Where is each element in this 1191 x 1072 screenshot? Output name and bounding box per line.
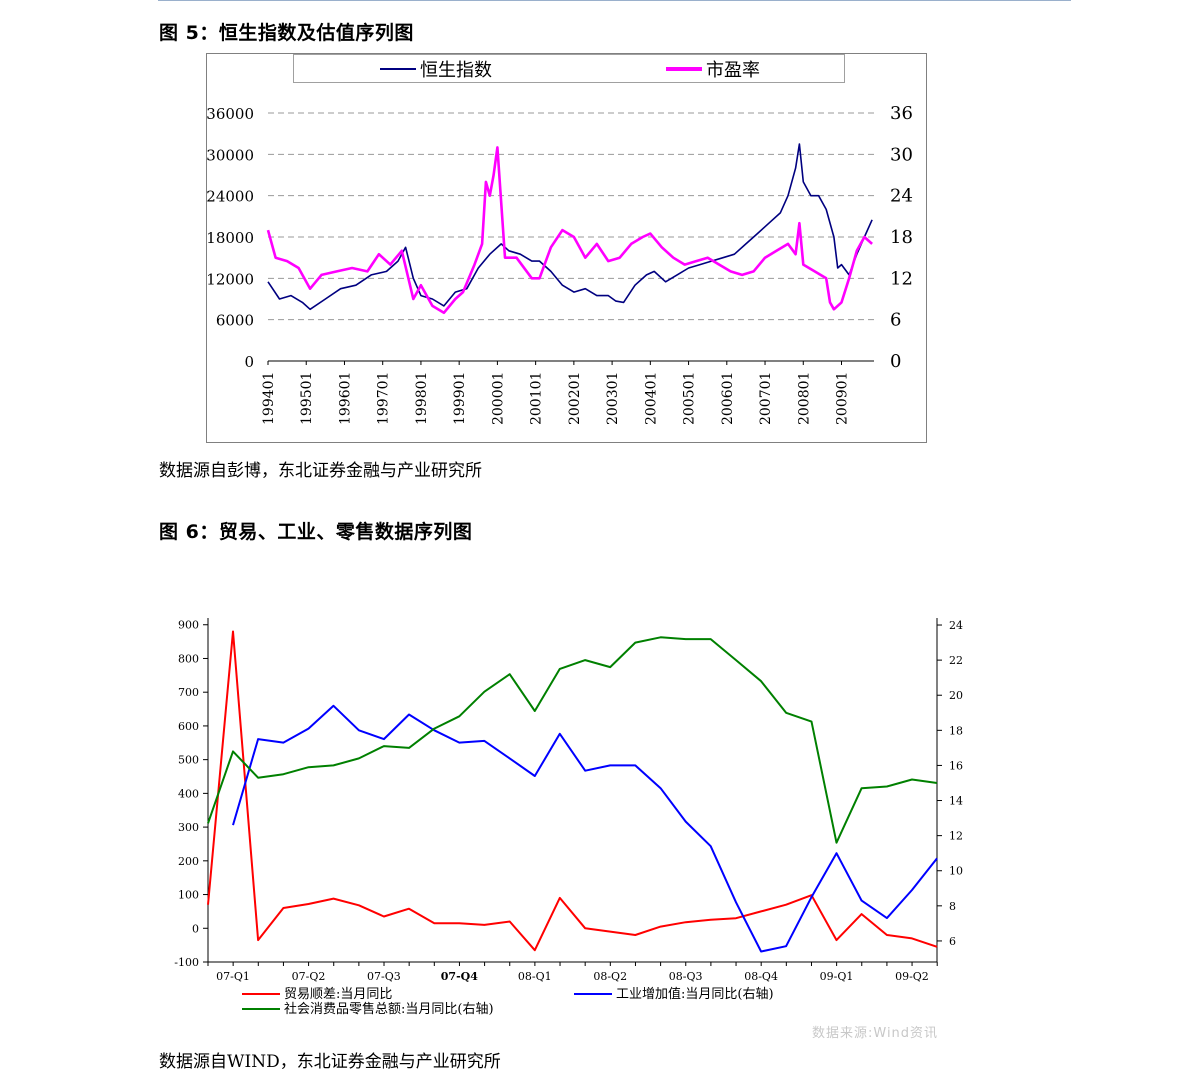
- x-tick-label: 200701: [758, 372, 774, 425]
- top-rule: [158, 0, 1071, 1]
- legend-box: [293, 54, 845, 83]
- y-right-tick-label: 24: [949, 619, 963, 632]
- x-tick-label: 199401: [261, 372, 277, 425]
- x-tick-label: 07-Q3: [367, 970, 401, 983]
- y-left-tick-label: 300: [178, 821, 199, 834]
- series-line-2: [207, 636, 938, 844]
- y-left-tick-label: 36000: [206, 105, 254, 123]
- y-left-tick-label: -100: [174, 956, 199, 969]
- y-left-tick-label: 600: [178, 720, 199, 733]
- x-tick-label: 200001: [490, 372, 506, 425]
- chart-frame: [206, 53, 927, 443]
- x-tick-label: 200801: [796, 372, 812, 425]
- y-right-tick-label: 22: [949, 654, 963, 667]
- x-tick-label: 199601: [337, 372, 353, 425]
- y-left-tick-label: 24000: [206, 188, 254, 206]
- y-left-tick-label: 100: [178, 889, 199, 902]
- x-tick-label: 200301: [605, 372, 621, 425]
- x-tick-label: 199701: [376, 372, 392, 425]
- watermark: 数据来源:Wind资讯: [812, 1026, 939, 1041]
- x-tick-label: 08-Q3: [669, 970, 703, 983]
- figure6-source: 数据源自WIND，东北证券金融与产业研究所: [159, 1052, 501, 1072]
- figure5-source: 数据源自彭博，东北证券金融与产业研究所: [159, 461, 482, 481]
- legend-label-2: 社会消费品零售总额:当月同比(右轴): [284, 1001, 494, 1017]
- x-tick-label: 200201: [567, 372, 583, 425]
- y-right-tick-label: 24: [890, 186, 913, 207]
- x-tick-label: 200601: [720, 372, 736, 425]
- figure5-chart: 恒生指数 市盈率 0 6000 12000 18000 24000 30000 36000 0 6 1…: [206, 53, 927, 443]
- y-right-tick-label: 0: [890, 351, 901, 372]
- x-tick-label: 09-Q2: [895, 970, 929, 983]
- y-left-tick-label: 0: [192, 922, 199, 935]
- x-tick-label: 09-Q1: [820, 970, 854, 983]
- figure5-title: 图 5：恒生指数及估值序列图: [159, 22, 414, 44]
- y-left-tick-label: 6000: [216, 312, 254, 330]
- y-right-tick-label: 18: [890, 227, 913, 248]
- series-line-0: [207, 630, 938, 952]
- x-tick-label: 200901: [835, 372, 851, 425]
- series-line-1: [266, 146, 873, 315]
- figure6-title: 图 6：贸易、工业、零售数据序列图: [159, 521, 473, 543]
- x-tick-label: 08-Q1: [518, 970, 552, 983]
- y-right-tick-label: 12: [890, 268, 913, 289]
- y-right-tick-label: 20: [949, 689, 963, 702]
- y-left-tick-label: 400: [178, 787, 199, 800]
- x-tick-label: 200101: [529, 372, 545, 425]
- legend-label-1: 市盈率: [706, 60, 760, 81]
- y-right-tick-label: 8: [949, 900, 956, 913]
- y-right-tick-label: 14: [949, 795, 963, 808]
- x-tick-label: 08-Q2: [593, 970, 627, 983]
- x-tick-label: 200401: [643, 372, 659, 425]
- legend-label-0: 恒生指数: [420, 60, 492, 81]
- y-left-tick-label: 0: [244, 353, 254, 371]
- y-right-tick-label: 16: [949, 759, 963, 772]
- y-right-tick-label: 10: [949, 865, 963, 878]
- y-left-tick-label: 800: [178, 652, 199, 665]
- y-right-tick-label: 6: [949, 935, 956, 948]
- legend-label-0: 贸易顺差:当月同比: [284, 987, 392, 1002]
- y-left-tick-label: 18000: [206, 229, 254, 247]
- y-right-tick-label: 6: [890, 310, 901, 331]
- legend-label-1: 工业增加值:当月同比(右轴): [616, 986, 774, 1002]
- x-tick-label: 07-Q4: [441, 970, 478, 983]
- y-right-tick-label: 12: [949, 830, 963, 843]
- x-tick-label: 08-Q4: [744, 970, 778, 983]
- x-tick-label: 200501: [682, 372, 698, 425]
- x-tick-label: 199901: [452, 372, 468, 425]
- x-tick-label: 07-Q1: [216, 970, 250, 983]
- x-tick-label: 199801: [414, 372, 430, 425]
- y-left-tick-label: 700: [178, 686, 199, 699]
- x-tick-label: 199501: [299, 372, 315, 425]
- y-left-tick-label: 200: [178, 855, 199, 868]
- y-left-tick-label: 500: [178, 754, 199, 767]
- figure6-chart: -100 0 100 200 300 400 500 600 700 800 900 6 8 10 12 14…: [174, 618, 963, 1017]
- x-tick-label: 07-Q2: [292, 970, 326, 983]
- y-left-tick-label: 12000: [206, 270, 254, 288]
- y-left-tick-label: 30000: [206, 146, 254, 164]
- series-line-0: [267, 143, 873, 311]
- y-right-tick-label: 18: [949, 724, 963, 737]
- series-line-1: [232, 704, 938, 953]
- y-right-tick-label: 30: [890, 144, 913, 165]
- y-right-tick-label: 36: [890, 103, 913, 124]
- y-left-tick-label: 900: [178, 619, 199, 632]
